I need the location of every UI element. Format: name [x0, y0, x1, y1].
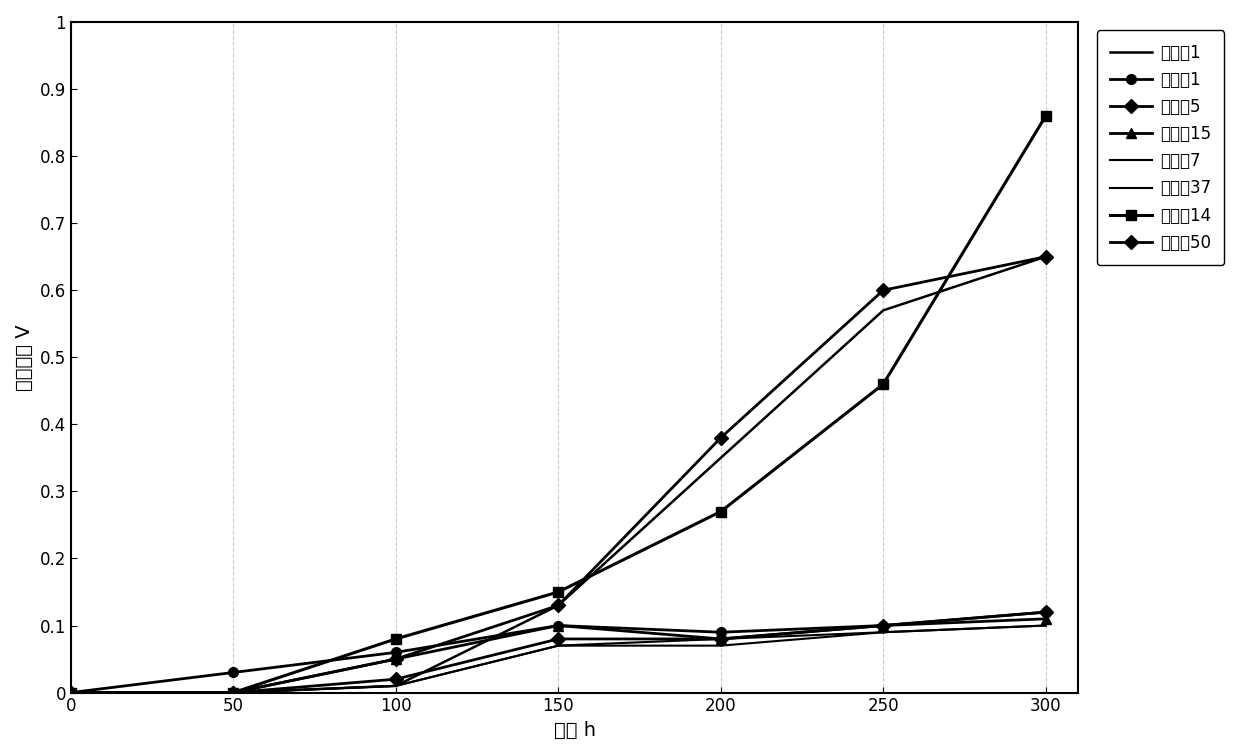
Y-axis label: 电压变化 V: 电压变化 V	[15, 324, 33, 390]
对比例5	[551, 601, 566, 610]
对比例1	[388, 681, 403, 690]
实施例15	[551, 621, 566, 630]
实施例37	[1038, 621, 1053, 630]
对比例1	[225, 688, 240, 697]
实施例37	[225, 688, 240, 697]
实施例37	[714, 641, 729, 650]
对比例7	[551, 641, 566, 650]
对比例1	[1038, 252, 1053, 261]
实施例37	[388, 681, 403, 690]
实施例37	[876, 627, 891, 636]
对比例7	[63, 688, 78, 697]
对比例5	[63, 688, 78, 697]
Line: 实施例37: 实施例37	[71, 626, 1046, 692]
实施例50	[63, 688, 78, 697]
实施例50	[225, 688, 240, 697]
对比例7	[388, 681, 403, 690]
对比例14	[1038, 111, 1053, 120]
实施例1	[714, 627, 729, 636]
实施例37	[63, 688, 78, 697]
对比例5	[714, 433, 729, 442]
实施例1	[551, 621, 566, 630]
对比例5	[388, 655, 403, 664]
Line: 对比例1: 对比例1	[71, 257, 1046, 692]
对比例14	[225, 688, 240, 697]
对比例14	[63, 688, 78, 697]
对比例1	[714, 453, 729, 462]
Line: 对比例5: 对比例5	[66, 252, 1051, 698]
Line: 对比例14: 对比例14	[66, 111, 1051, 698]
对比例1	[63, 688, 78, 697]
实施例15	[225, 688, 240, 697]
对比例14	[388, 634, 403, 643]
实施例50	[1038, 608, 1053, 617]
实施例1	[1038, 608, 1053, 617]
实施例15	[63, 688, 78, 697]
实施例50	[551, 634, 566, 643]
Line: 实施例15: 实施例15	[66, 614, 1051, 698]
Legend: 对比例1, 实施例1, 对比例5, 实施例15, 对比例7, 实施例37, 对比例14, 实施例50: 对比例1, 实施例1, 对比例5, 实施例15, 对比例7, 实施例37, 对比…	[1097, 30, 1224, 265]
Line: 对比例7: 对比例7	[71, 626, 1046, 692]
实施例1	[225, 668, 240, 677]
实施例15	[876, 621, 891, 630]
对比例1	[876, 306, 891, 315]
对比例5	[876, 285, 891, 294]
对比例7	[225, 688, 240, 697]
实施例50	[876, 621, 891, 630]
对比例14	[714, 507, 729, 516]
实施例37	[551, 641, 566, 650]
对比例7	[876, 627, 891, 636]
实施例15	[388, 655, 403, 664]
对比例7	[1038, 621, 1053, 630]
对比例14	[876, 380, 891, 389]
实施例15	[714, 634, 729, 643]
实施例50	[714, 634, 729, 643]
实施例15	[1038, 615, 1053, 624]
实施例50	[388, 675, 403, 684]
实施例1	[63, 688, 78, 697]
Line: 实施例50: 实施例50	[66, 607, 1051, 698]
实施例1	[876, 621, 891, 630]
对比例7	[714, 634, 729, 643]
X-axis label: 时间 h: 时间 h	[554, 721, 596, 740]
对比例5	[225, 688, 240, 697]
对比例14	[551, 587, 566, 596]
对比例1	[551, 601, 566, 610]
Line: 实施例1: 实施例1	[66, 607, 1051, 698]
实施例1	[388, 648, 403, 657]
对比例5	[1038, 252, 1053, 261]
